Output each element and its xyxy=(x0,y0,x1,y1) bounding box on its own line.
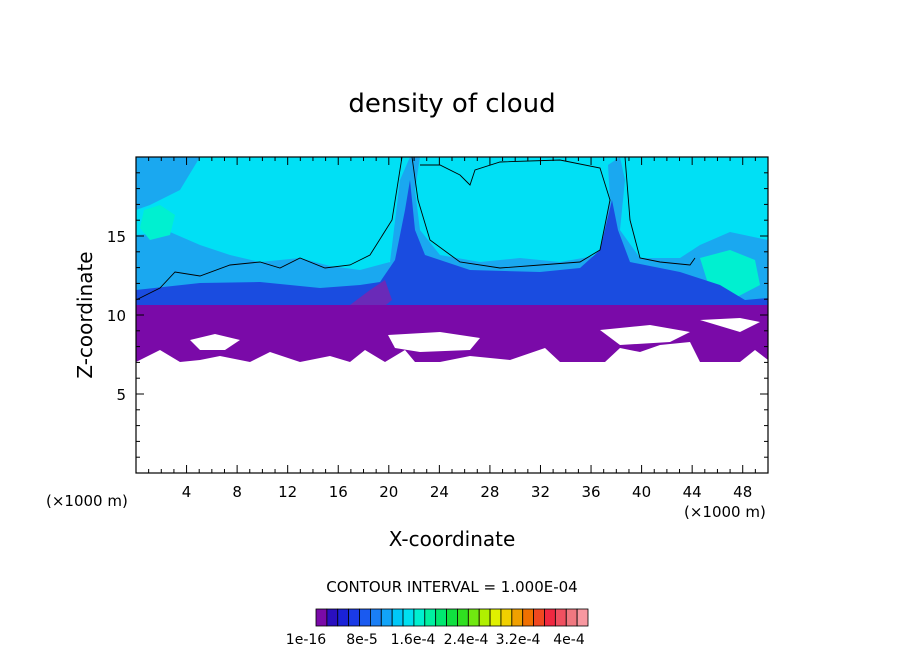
colorbar-label: 1e-16 xyxy=(286,632,326,648)
colorbar-swatch xyxy=(511,608,524,627)
x-tick-label: 40 xyxy=(632,483,651,501)
colorbar-swatch xyxy=(565,608,578,627)
colorbar-swatch xyxy=(359,608,371,627)
colorbar-swatch xyxy=(544,608,556,627)
colorbar-swatch xyxy=(402,608,415,627)
region-low xyxy=(136,180,768,318)
colorbar-labels: 1e-16 8e-5 1.6e-4 2.4e-4 3.2e-4 4e-4 xyxy=(286,632,585,648)
x-axis: 4 8 12 16 20 24 28 32 36 40 44 48 xyxy=(148,157,756,501)
y-tick-label: 10 xyxy=(107,307,126,325)
x-tick-label: 36 xyxy=(581,483,600,501)
colorbar-swatch xyxy=(435,608,447,627)
colorbar-swatch xyxy=(478,608,491,627)
gap-b xyxy=(388,332,480,352)
colorbar-label: 1.6e-4 xyxy=(391,632,436,648)
streak-a xyxy=(350,280,392,310)
colorbar-swatch xyxy=(326,608,339,627)
contour-interval-text: CONTOUR INTERVAL = 1.000E-04 xyxy=(326,578,577,596)
gap-c xyxy=(600,325,690,345)
cloud-density-field xyxy=(136,157,768,362)
y-tick-label: 5 xyxy=(116,386,126,404)
colorbar-swatch xyxy=(369,608,382,627)
x-tick-label: 12 xyxy=(278,483,297,501)
colorbar-label: 2.4e-4 xyxy=(444,632,489,648)
contour-line xyxy=(624,157,696,266)
x-tick-label: 4 xyxy=(182,483,192,501)
colorbar-swatch xyxy=(391,608,404,627)
x-axis-label: X-coordinate xyxy=(389,527,516,551)
contour-line xyxy=(136,157,403,301)
colorbar-swatch xyxy=(380,608,393,627)
colorbar-swatch xyxy=(489,608,502,627)
x-tick-label: 8 xyxy=(232,483,242,501)
bright-patch-left xyxy=(140,205,175,240)
x-tick-label: 16 xyxy=(329,483,348,501)
y-axis-label: Z-coordinate xyxy=(73,251,97,378)
gap-d xyxy=(700,318,760,332)
colorbar-label: 3.2e-4 xyxy=(496,632,541,648)
region-trace xyxy=(136,305,768,362)
x-tick-label: 44 xyxy=(683,483,702,501)
x-unit-label: (×1000 m) xyxy=(684,503,766,521)
y-tick-label: 15 xyxy=(107,228,126,246)
x-tick-label: 48 xyxy=(733,483,752,501)
x-tick-label: 20 xyxy=(379,483,398,501)
colorbar-swatch xyxy=(424,608,437,627)
x-tick-label: 28 xyxy=(480,483,499,501)
contour-line xyxy=(411,157,611,269)
colorbar-swatch xyxy=(446,608,458,627)
colorbar-swatch xyxy=(467,608,480,627)
colorbar-swatch xyxy=(554,608,567,627)
colorbar-swatch xyxy=(337,608,350,627)
colorbar-swatch xyxy=(522,608,534,627)
x-tick-label: 32 xyxy=(531,483,550,501)
colorbar xyxy=(315,608,589,627)
colorbar-swatch xyxy=(576,608,589,627)
colorbar-swatch xyxy=(500,608,513,627)
colorbar-swatch xyxy=(315,608,328,627)
colorbar-swatch xyxy=(348,608,360,627)
gap-a xyxy=(190,334,240,350)
chart-title: density of cloud xyxy=(348,89,555,119)
colorbar-label: 8e-5 xyxy=(346,632,377,648)
y-axis: 5 10 15 xyxy=(107,172,768,458)
colorbar-swatch xyxy=(413,608,426,627)
colorbar-label: 4e-4 xyxy=(553,632,585,648)
colorbar-swatch xyxy=(457,608,469,627)
y-unit-label: (×1000 m) xyxy=(46,492,128,510)
x-tick-label: 24 xyxy=(430,483,449,501)
colorbar-swatch xyxy=(533,608,545,627)
